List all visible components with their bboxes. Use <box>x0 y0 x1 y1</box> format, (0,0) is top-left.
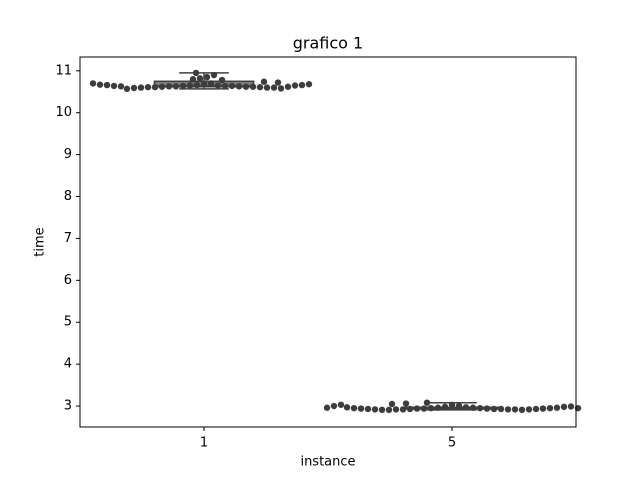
swarm-point <box>221 82 229 90</box>
swarm-point <box>350 404 358 412</box>
swarm-point <box>469 404 477 411</box>
swarm-point <box>256 83 264 91</box>
swarm-point <box>378 406 386 414</box>
swarm-point <box>483 405 491 412</box>
swarm-point <box>218 76 226 84</box>
swarm-point <box>277 85 285 92</box>
swarm-point <box>504 406 512 413</box>
swarm-point <box>518 406 526 414</box>
swarm-point <box>192 69 200 77</box>
swarm-point <box>123 85 131 93</box>
swarm-point <box>323 404 331 411</box>
swarm-point <box>89 80 97 87</box>
swarm-point <box>172 83 180 90</box>
swarm-point <box>249 83 257 90</box>
swarm-point <box>110 82 118 90</box>
swarm-point <box>179 82 187 90</box>
swarm-point <box>371 406 379 413</box>
plot-frame <box>79 56 577 428</box>
y-tick-label: 11 <box>55 63 72 78</box>
swarm-point <box>448 401 456 408</box>
swarm-point <box>490 405 498 413</box>
swarm-point <box>165 83 173 90</box>
swarm-point <box>402 400 410 407</box>
swarm-point <box>242 83 250 90</box>
swarm-point <box>462 404 470 411</box>
swarm-point <box>420 405 428 412</box>
y-axis-label: time <box>33 227 48 256</box>
swarm-point <box>357 405 365 412</box>
swarm-point <box>399 406 407 413</box>
swarm-point <box>413 405 421 412</box>
x-tick-label: 1 <box>200 436 208 451</box>
swarm-point <box>137 84 145 91</box>
swarm-point <box>270 84 278 91</box>
swarm-point <box>392 406 400 413</box>
swarm-point <box>151 83 159 91</box>
swarm-point <box>539 405 547 412</box>
y-tick-label: 5 <box>64 315 72 330</box>
y-tick-label: 8 <box>64 189 72 204</box>
swarm-point <box>455 402 463 410</box>
swarm-point <box>298 81 306 89</box>
swarm-point <box>263 84 271 91</box>
swarm-point <box>567 403 575 410</box>
swarm-point <box>553 404 561 411</box>
y-tick-label: 10 <box>55 105 72 120</box>
swarm-point <box>144 83 152 91</box>
swarm-point <box>210 71 218 79</box>
swarm-point <box>546 404 554 412</box>
swarm-point <box>497 405 505 413</box>
swarm-point <box>207 80 215 87</box>
swarm-point <box>158 83 166 90</box>
chart-title: grafico 1 <box>293 34 363 53</box>
y-tick-label: 9 <box>64 147 72 162</box>
swarm-point <box>235 83 243 90</box>
y-tick-label: 7 <box>64 231 72 246</box>
y-tick-label: 3 <box>64 399 72 414</box>
swarm-point <box>441 403 449 411</box>
x-axis-label: instance <box>300 455 355 470</box>
swarm-point <box>406 405 414 413</box>
swarm-point <box>200 80 208 87</box>
y-tick-label: 4 <box>64 357 72 372</box>
swarm-point <box>423 399 431 406</box>
swarm-point <box>511 406 519 413</box>
swarm-point <box>130 84 138 92</box>
swarm-point <box>434 404 442 411</box>
swarm-point <box>427 404 435 412</box>
swarm-point <box>196 75 204 82</box>
swarm-point <box>117 83 125 90</box>
swarm-point <box>305 81 313 88</box>
swarm-point <box>560 403 568 411</box>
swarm-point <box>532 405 540 413</box>
x-tick-label: 5 <box>448 436 456 451</box>
swarm-point <box>274 79 282 86</box>
swarm-point <box>193 81 201 89</box>
swarm-point <box>364 405 372 413</box>
swarm-point <box>103 81 111 89</box>
swarm-point <box>214 82 222 89</box>
swarm-point <box>388 400 396 408</box>
swarm-point <box>343 404 351 411</box>
swarm-point <box>284 83 292 90</box>
swarm-point <box>337 401 345 408</box>
swarm-point <box>385 406 393 414</box>
y-tick-label: 6 <box>64 273 72 288</box>
swarm-point <box>525 406 533 413</box>
swarm-point <box>186 82 194 89</box>
swarm-point <box>260 78 268 85</box>
swarm-point <box>228 82 236 90</box>
swarm-point <box>330 402 338 410</box>
swarm-point <box>291 82 299 89</box>
swarm-point <box>189 76 197 83</box>
swarm-point <box>96 81 104 88</box>
swarm-point <box>476 404 484 412</box>
swarm-point <box>203 73 211 81</box>
